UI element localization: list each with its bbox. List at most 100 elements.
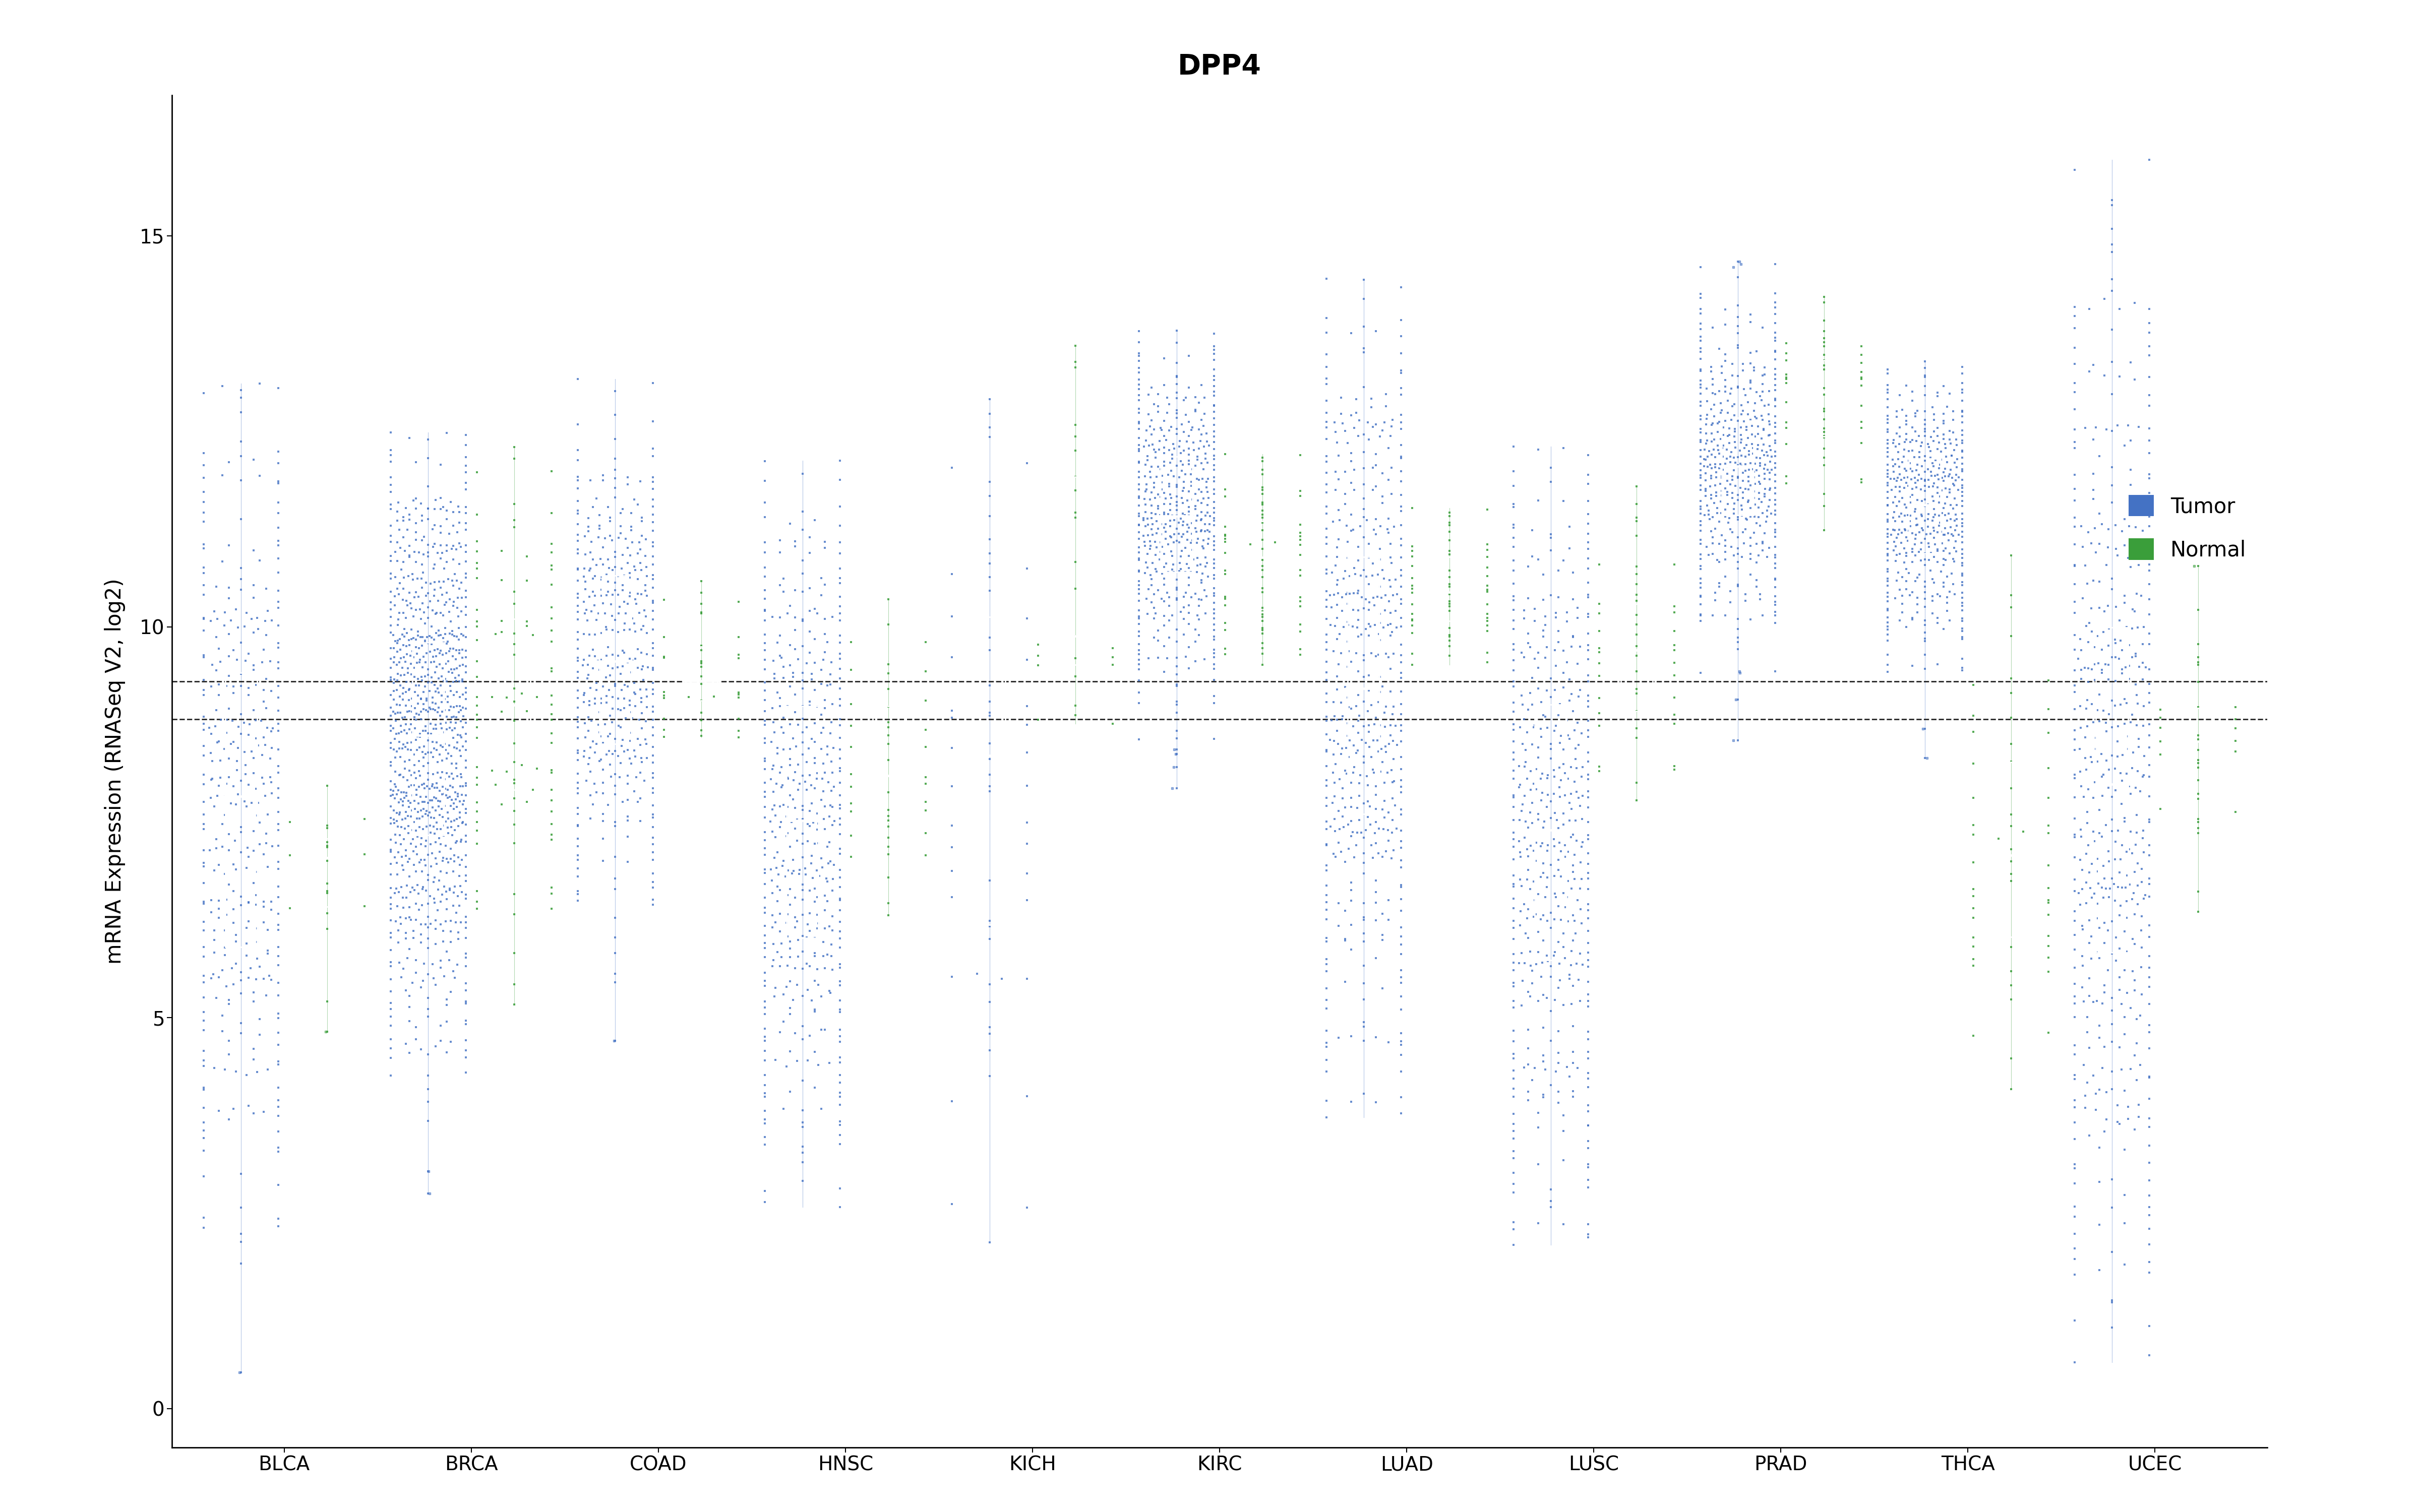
Point <box>440 789 479 813</box>
Point <box>2074 428 2113 452</box>
Point <box>1880 541 1919 565</box>
Point <box>1157 754 1195 779</box>
Point <box>2101 936 2139 960</box>
Point <box>421 452 460 476</box>
Point <box>1534 907 1573 931</box>
Point <box>414 556 453 581</box>
Point <box>259 786 298 810</box>
Point <box>1926 503 1965 528</box>
Point <box>1195 538 1234 562</box>
Point <box>1331 871 1370 895</box>
Point <box>1365 615 1404 640</box>
Point <box>1493 807 1532 832</box>
Point <box>1805 376 1844 401</box>
Point <box>1375 807 1413 832</box>
Point <box>610 688 649 712</box>
Point <box>1183 467 1222 491</box>
Point <box>760 954 799 978</box>
Point <box>1943 428 1982 452</box>
Point <box>559 637 598 661</box>
Point <box>622 689 661 714</box>
Point <box>1905 349 1943 373</box>
Point <box>610 584 649 608</box>
Point <box>421 1028 460 1052</box>
Point <box>1551 877 1590 901</box>
Point <box>1331 795 1370 820</box>
Point <box>370 996 409 1021</box>
Point <box>409 777 448 801</box>
Point <box>571 783 610 807</box>
Point <box>1375 408 1413 432</box>
Point <box>1500 951 1539 975</box>
Point <box>346 807 385 832</box>
Point <box>682 600 721 624</box>
Point <box>1382 417 1421 442</box>
Point <box>622 750 661 774</box>
Point <box>402 975 440 999</box>
Point <box>235 538 273 562</box>
Point <box>240 1007 278 1031</box>
Point <box>607 771 646 795</box>
Point <box>1333 820 1372 844</box>
Point <box>1711 507 1750 531</box>
Point <box>1307 739 1346 764</box>
Point <box>1752 445 1791 469</box>
Point <box>1730 369 1769 393</box>
Point <box>457 502 496 526</box>
Point <box>1120 559 1159 584</box>
Point <box>595 810 634 835</box>
Point <box>1510 897 1549 921</box>
Point <box>230 966 269 990</box>
Point <box>1367 818 1406 842</box>
Point <box>1370 888 1408 912</box>
Point <box>1316 751 1355 776</box>
Point <box>1919 467 1958 491</box>
Point <box>1617 572 1655 596</box>
Point <box>595 570 634 594</box>
Point <box>404 655 443 679</box>
Point <box>1382 665 1421 689</box>
Point <box>1725 531 1764 555</box>
Point <box>791 641 830 665</box>
Point <box>440 664 479 688</box>
Point <box>378 830 416 854</box>
Point <box>375 745 414 770</box>
Point <box>1372 714 1411 738</box>
Point <box>1926 523 1965 547</box>
Point <box>1905 383 1943 407</box>
Point <box>1382 1021 1421 1045</box>
Point <box>438 694 477 718</box>
Point <box>1943 355 1982 380</box>
Point <box>419 750 457 774</box>
Point <box>1888 413 1926 437</box>
Point <box>1682 301 1721 325</box>
Point <box>1382 702 1421 726</box>
Point <box>1353 387 1392 411</box>
Point <box>2055 823 2093 847</box>
Point <box>2108 546 2147 570</box>
Point <box>1372 821 1411 845</box>
Point <box>259 635 298 659</box>
Point <box>1355 517 1394 541</box>
Point <box>1343 987 1382 1012</box>
Point <box>1333 733 1372 758</box>
Point <box>1529 764 1568 788</box>
Point <box>1580 686 1619 711</box>
Point <box>2110 555 2149 579</box>
Point <box>397 673 436 697</box>
Point <box>223 1196 261 1220</box>
Point <box>1508 906 1546 930</box>
Point <box>1723 428 1762 452</box>
Point <box>1926 547 1965 572</box>
Point <box>440 874 479 898</box>
Point <box>196 986 235 1010</box>
Point <box>433 751 472 776</box>
Point <box>1692 413 1730 437</box>
Point <box>791 541 830 565</box>
Point <box>576 644 615 668</box>
Point <box>1493 767 1532 791</box>
Point <box>1682 488 1721 513</box>
Point <box>235 745 273 770</box>
Point <box>1926 464 1965 488</box>
Point <box>370 1036 409 1060</box>
